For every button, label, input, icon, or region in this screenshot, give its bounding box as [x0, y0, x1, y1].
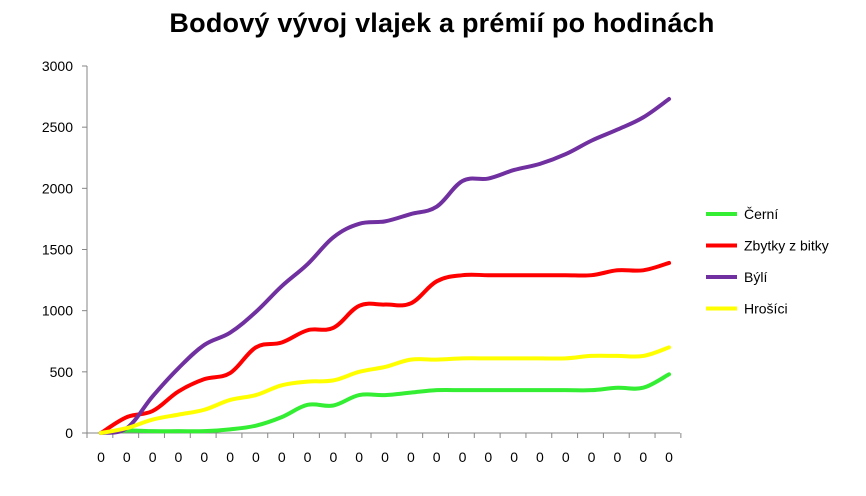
x-tick-label: 0 [329, 449, 337, 465]
series-lines [99, 97, 672, 435]
x-tick-label: 0 [588, 449, 596, 465]
y-tick-label: 0 [65, 425, 73, 441]
x-tick-label: 0 [614, 449, 622, 465]
x-tick-label: 0 [459, 449, 467, 465]
tick-labels: 0 500 1000 1500 2000 2500 3000 0 0 0 0 0 0 0 0 0 0 0 0 0 0 0 0… [42, 58, 673, 465]
x-tick-label: 0 [381, 449, 389, 465]
series-line-cerni [99, 372, 672, 435]
x-tick-label: 0 [149, 449, 157, 465]
legend-label-zbytky-z-bitky: Zbytky z bitky [744, 238, 829, 254]
x-tick-label: 0 [304, 449, 312, 465]
series-line-zbytky-z-bitky [99, 260, 672, 435]
y-tick-label: 500 [50, 364, 74, 380]
legend-label-cerni: Černí [744, 206, 778, 222]
legend: Černí Zbytky z bitky Býlí Hrošíci [706, 206, 829, 317]
x-tick-label: 0 [355, 449, 363, 465]
legend-label-byli: Býlí [744, 269, 767, 285]
x-tick-label: 0 [407, 449, 415, 465]
series-line-hrosici [99, 345, 672, 435]
x-tick-label: 0 [665, 449, 673, 465]
x-tick-label: 0 [123, 449, 131, 465]
y-tick-label: 2000 [42, 180, 73, 196]
y-tick-label: 1000 [42, 303, 73, 319]
x-tick-label: 0 [200, 449, 208, 465]
x-tick-label: 0 [226, 449, 234, 465]
x-tick-label: 0 [433, 449, 441, 465]
axes [82, 65, 682, 438]
x-tick-label: 0 [278, 449, 286, 465]
x-tick-label: 0 [97, 449, 105, 465]
x-tick-label: 0 [536, 449, 544, 465]
y-tick-label: 3000 [42, 58, 73, 74]
x-tick-label: 0 [510, 449, 518, 465]
x-tick-label: 0 [562, 449, 570, 465]
legend-label-hrosici: Hrošíci [744, 301, 788, 317]
x-tick-label: 0 [484, 449, 492, 465]
y-tick-label: 2500 [42, 119, 73, 135]
chart-title: Bodový vývoj vlajek a prémií po hodinách [169, 8, 715, 38]
y-tick-label: 1500 [42, 242, 73, 258]
x-tick-label: 0 [175, 449, 183, 465]
x-tick-label: 0 [252, 449, 260, 465]
x-tick-label: 0 [639, 449, 647, 465]
series-line-byli [99, 97, 672, 435]
